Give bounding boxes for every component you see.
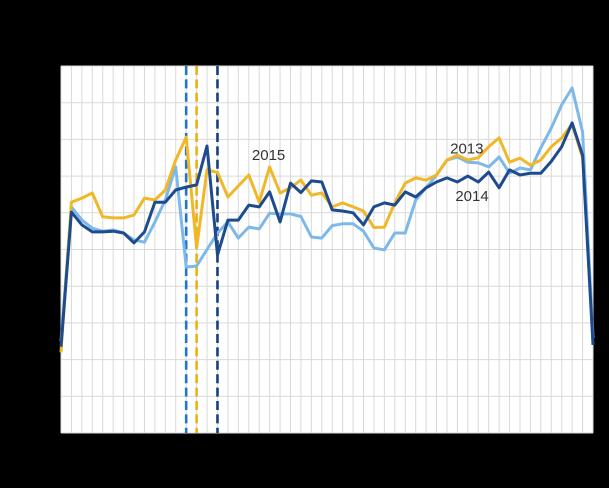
series-line-2015 xyxy=(59,122,585,353)
series-label-2014: 2014 xyxy=(455,188,488,205)
series-label-2013: 2013 xyxy=(450,141,483,158)
series-label-2015: 2015 xyxy=(252,147,285,164)
gridlines xyxy=(60,65,594,434)
series-line-2013 xyxy=(59,86,595,342)
series-line-2014 xyxy=(59,121,595,347)
